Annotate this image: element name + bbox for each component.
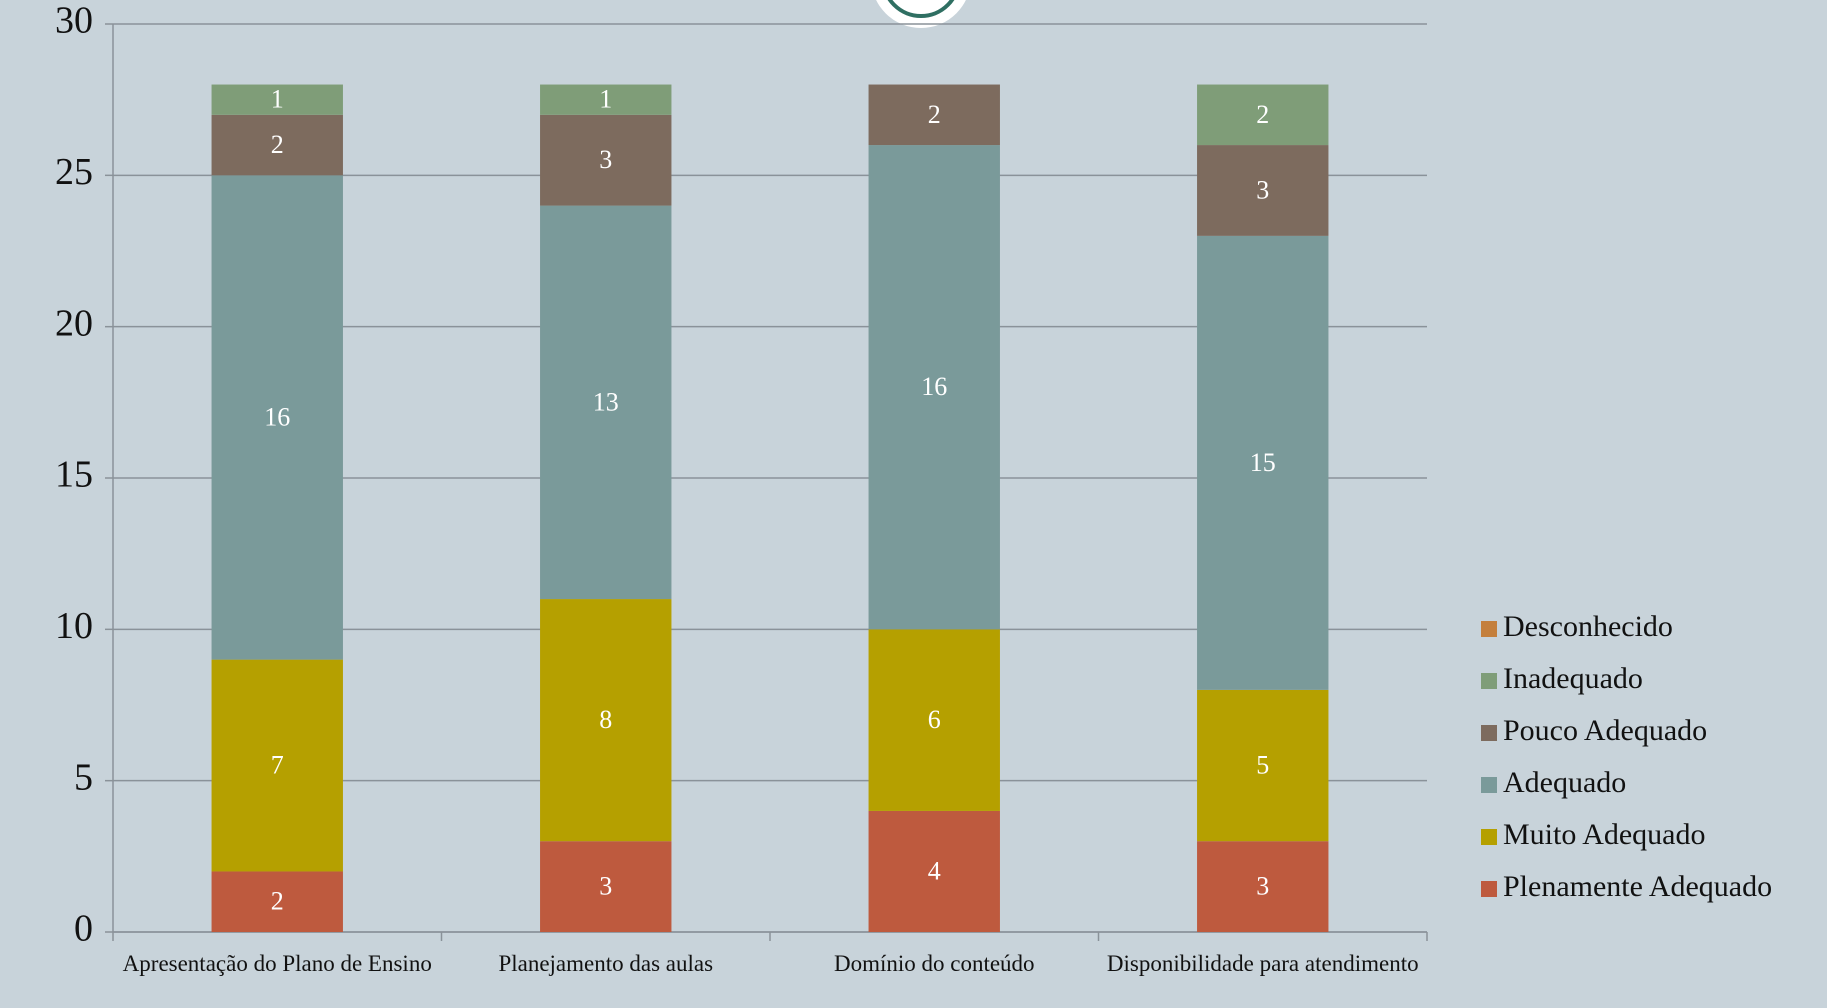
data-label: 2 [1256, 100, 1269, 129]
x-tick-label-line: Disponibilidade para atendimento [1107, 951, 1419, 976]
legend-swatch [1481, 777, 1497, 793]
legend-label: Inadequado [1503, 662, 1643, 695]
bar-segment [868, 84, 1000, 146]
x-tick-label-line: Planejamento das aulas [498, 951, 713, 976]
bar-segment [1197, 145, 1329, 236]
bar-segment [211, 84, 343, 115]
data-label: 3 [1256, 872, 1269, 901]
bar-segment [211, 871, 343, 932]
x-tick-label: Planejamento das aulas [498, 951, 713, 976]
bar-segment [868, 145, 1000, 630]
legend-label: Muito Adequado [1503, 818, 1706, 851]
bar-segment [868, 810, 1000, 932]
data-label: 8 [599, 705, 612, 734]
legend-label: Desconhecido [1503, 610, 1673, 643]
x-tick-label: Disponibilidade para atendimento [1107, 951, 1419, 976]
x-tick-label-line: Domínio do conteúdo [834, 951, 1035, 976]
data-label: 6 [928, 705, 941, 734]
bar-segment [540, 84, 672, 115]
data-label: 5 [1256, 751, 1269, 780]
y-tick-label: 25 [55, 151, 93, 193]
legend-swatch [1481, 881, 1497, 897]
y-tick-label: 0 [74, 908, 93, 950]
legend-label: Plenamente Adequado [1503, 870, 1772, 903]
bar-segment [540, 841, 672, 932]
decoration [887, 0, 955, 18]
x-tick-label-line: Apresentação do Plano de Ensino [123, 951, 432, 976]
legend-swatch [1481, 621, 1497, 637]
data-label: 13 [593, 387, 619, 416]
data-label: 16 [921, 372, 947, 401]
y-tick-label: 15 [55, 454, 93, 496]
data-label: 3 [599, 872, 612, 901]
data-label: 2 [928, 100, 941, 129]
y-tick-label: 20 [55, 302, 93, 344]
legend-swatch [1481, 673, 1497, 689]
bar-segment [540, 114, 672, 206]
legend-swatch [1481, 725, 1497, 741]
legend-swatch [1481, 829, 1497, 845]
data-label: 1 [271, 85, 284, 114]
data-label: 7 [271, 751, 284, 780]
data-label: 3 [599, 145, 612, 174]
data-label: 15 [1250, 448, 1276, 477]
y-tick-label: 30 [55, 0, 93, 42]
data-label: 1 [599, 85, 612, 114]
legend-label: Adequado [1503, 766, 1626, 799]
bar-segment [1197, 841, 1329, 932]
bar-segment [1197, 235, 1329, 690]
bar-segment [1197, 84, 1329, 146]
data-label: 4 [928, 856, 941, 885]
data-label: 2 [271, 887, 284, 916]
x-tick-label: Apresentação do Plano de Ensino [123, 951, 432, 976]
bar-segment [211, 114, 343, 176]
x-tick-label: Domínio do conteúdo [834, 951, 1035, 976]
data-label: 3 [1256, 175, 1269, 204]
bar-segment [868, 629, 1000, 811]
legend-label: Pouco Adequado [1503, 714, 1707, 747]
data-label: 16 [264, 402, 290, 431]
y-tick-label: 10 [55, 605, 93, 647]
bar-segment [540, 205, 672, 600]
data-label: 2 [271, 130, 284, 159]
bar-segment [1197, 689, 1329, 842]
bar-segment [540, 599, 672, 842]
bar-segment [211, 175, 343, 660]
y-tick-label: 5 [74, 756, 93, 798]
bar-segment [211, 659, 343, 872]
